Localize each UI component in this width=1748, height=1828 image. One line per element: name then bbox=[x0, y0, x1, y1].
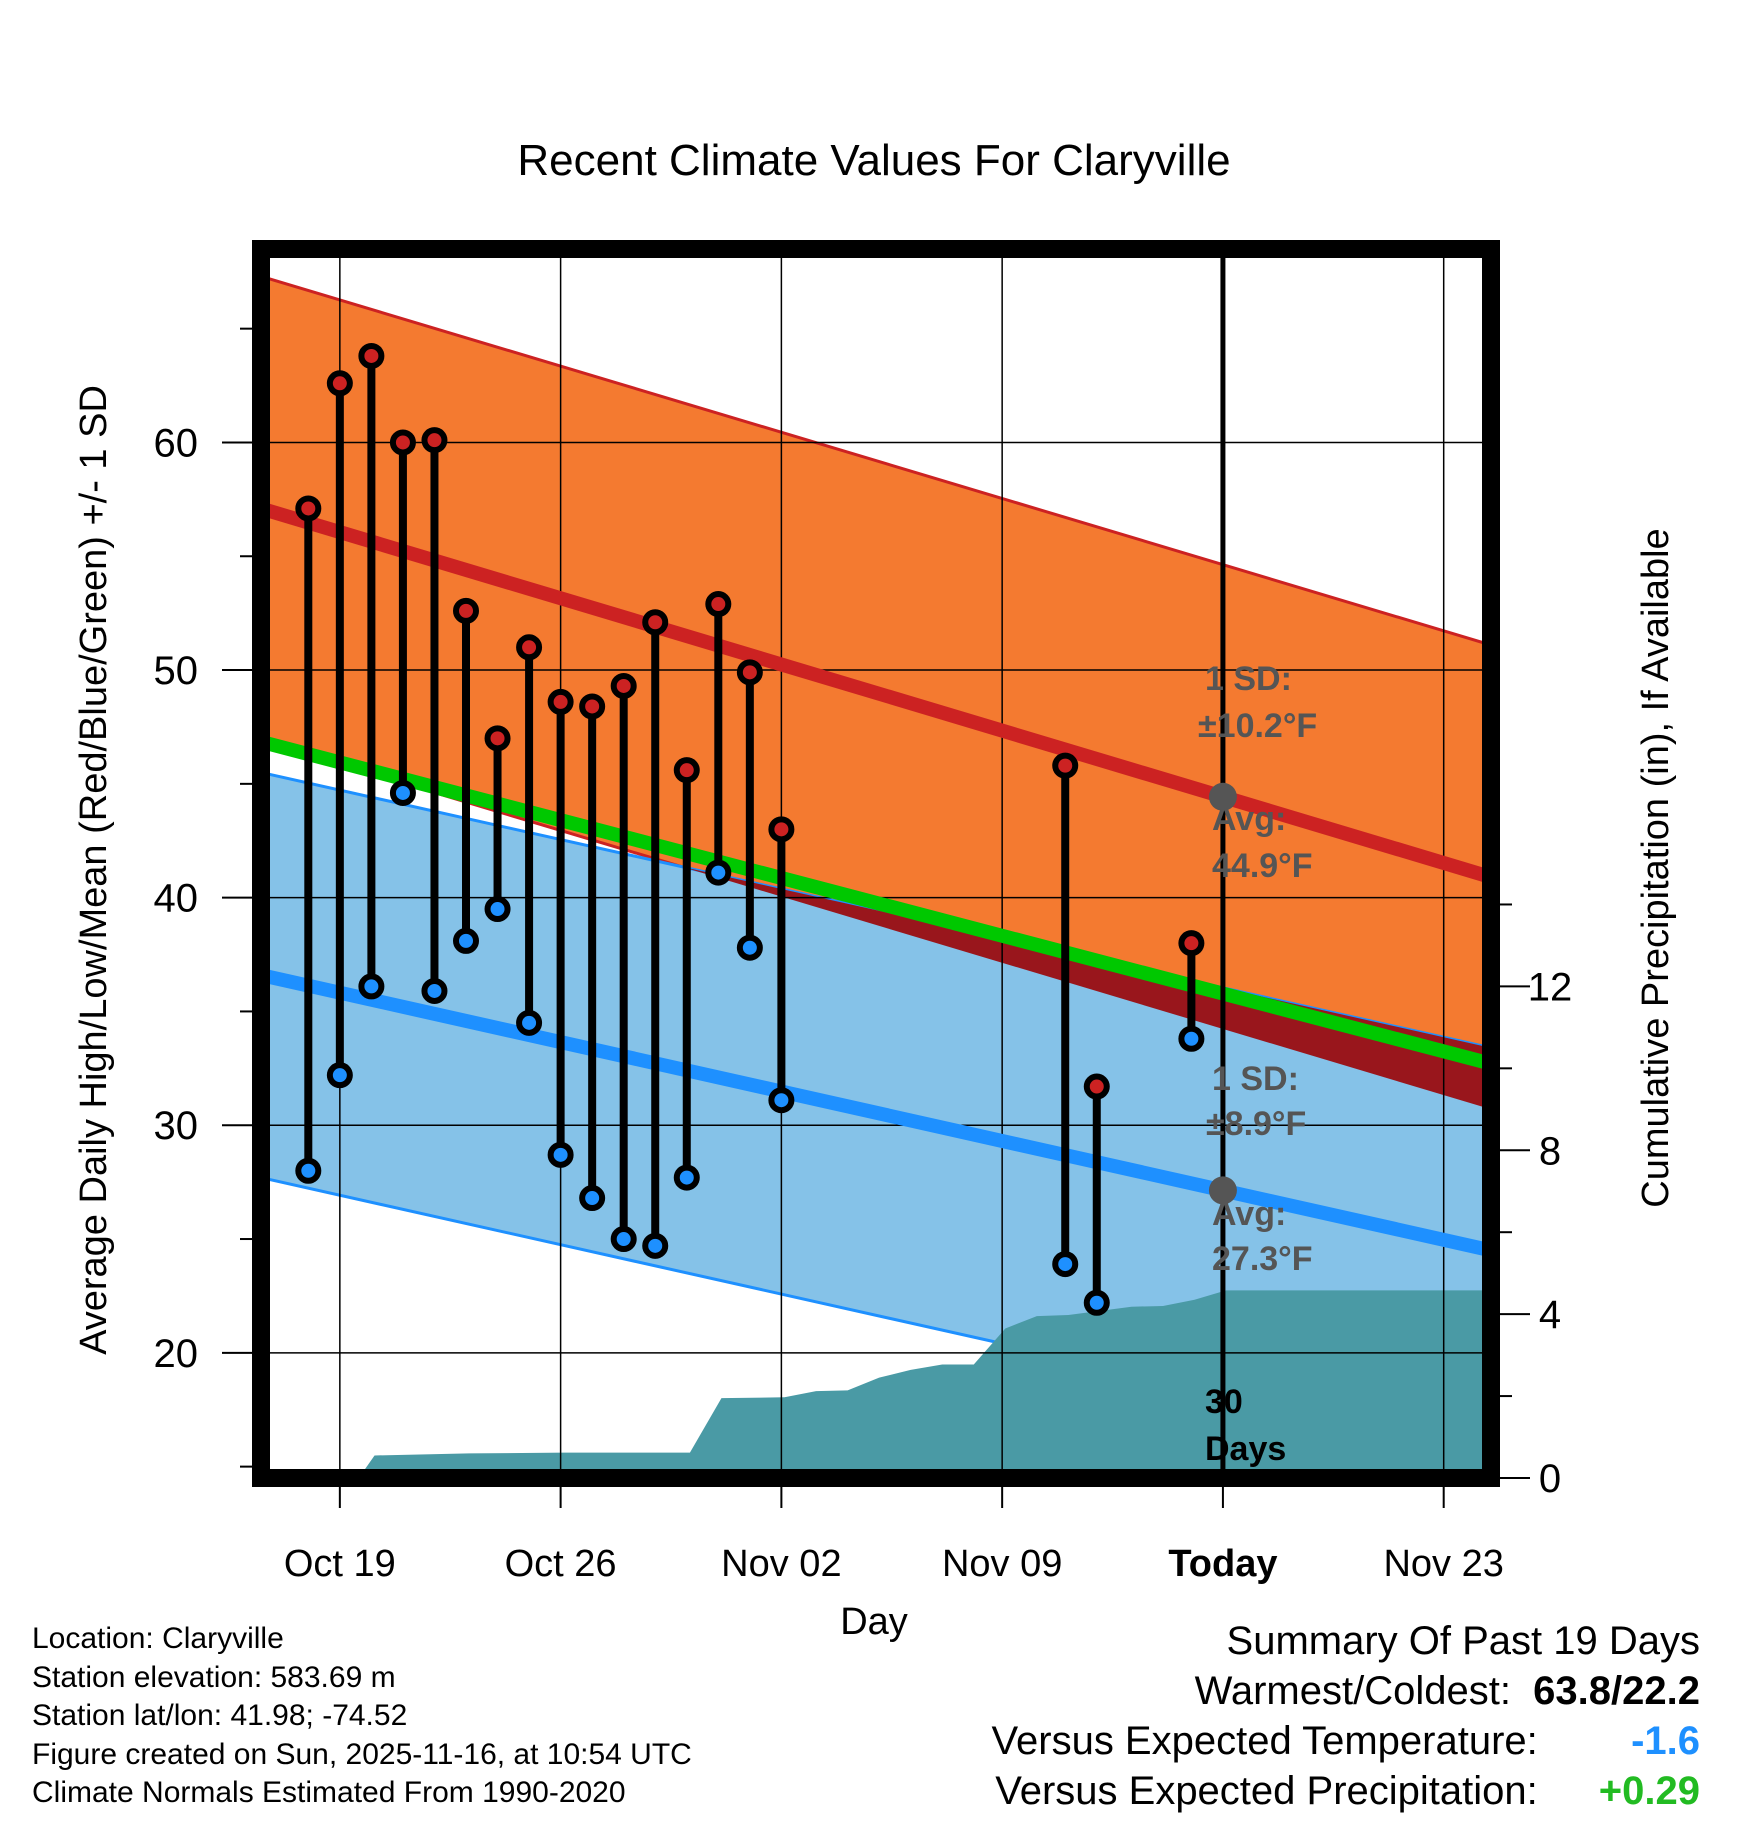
location-text: Location: Claryville bbox=[32, 1622, 284, 1655]
normals-text: Climate Normals Estimated From 1990-2020 bbox=[32, 1776, 626, 1809]
obs-low-point bbox=[547, 1141, 574, 1168]
obs-high-point bbox=[326, 370, 353, 397]
today-low-avg-marker bbox=[1208, 1176, 1237, 1205]
obs-low-point bbox=[295, 1157, 322, 1184]
obs-high-point bbox=[453, 597, 479, 624]
y-right-tick-label: 0 bbox=[1539, 1457, 1561, 1501]
y-tick-label: 30 bbox=[154, 1104, 199, 1148]
low-average-line bbox=[259, 968, 1493, 1258]
obs-high-point bbox=[1052, 752, 1079, 779]
station-info: Location: Claryville Station elevation: … bbox=[32, 1620, 692, 1813]
temp-value: -1.6 bbox=[1631, 1719, 1700, 1763]
x-tick-label: Oct 19 bbox=[284, 1543, 396, 1585]
y-axis-label-right: Cumulative Precipitation (in), If Availa… bbox=[1635, 528, 1677, 1207]
obs-low-point bbox=[358, 973, 385, 1000]
days-count: 30 bbox=[1205, 1383, 1243, 1421]
low-avg-label: Avg: bbox=[1212, 1195, 1286, 1233]
summary-title: Summary Of Past 19 Days bbox=[1226, 1619, 1700, 1663]
high-average-line bbox=[258, 501, 1494, 884]
obs-low-point bbox=[579, 1185, 606, 1212]
obs-high-point bbox=[421, 427, 448, 454]
obs-high-point bbox=[610, 672, 637, 699]
created-text: Figure created on Sun, 2025-11-16, at 10… bbox=[32, 1737, 692, 1771]
y-tick-label: 40 bbox=[154, 877, 199, 921]
x-tick-label: Oct 26 bbox=[505, 1543, 617, 1585]
obs-low-point bbox=[1178, 1025, 1205, 1052]
obs-high-point bbox=[1178, 930, 1205, 957]
obs-low-point bbox=[326, 1062, 353, 1089]
warm-cold-label: Warmest/Coldest: bbox=[1194, 1669, 1511, 1713]
days-label: Days bbox=[1205, 1430, 1286, 1468]
summary-precip: Versus Expected Precipitation: +0.29 bbox=[992, 1766, 1700, 1816]
obs-low-point bbox=[516, 1009, 543, 1036]
overlap-band bbox=[681, 866, 1491, 1110]
precip-value: +0.29 bbox=[1598, 1769, 1700, 1813]
obs-low-point bbox=[389, 779, 416, 806]
summary-warm-cold: Warmest/Coldest: 63.8/22.2 bbox=[992, 1666, 1700, 1716]
low-avg-value: 27.3°F bbox=[1212, 1240, 1313, 1278]
x-axis-label: Day bbox=[840, 1601, 908, 1643]
precip-label: Versus Expected Precipitation: bbox=[995, 1769, 1538, 1813]
obs-low-point bbox=[1083, 1289, 1110, 1316]
low-sd-value: ±8.9°F bbox=[1206, 1105, 1306, 1143]
obs-high-point bbox=[642, 609, 669, 636]
obs-high-point bbox=[516, 634, 543, 661]
plot-frame bbox=[252, 240, 1500, 1487]
obs-low-point bbox=[768, 1087, 795, 1114]
obs-high-point bbox=[1083, 1073, 1110, 1100]
obs-low-point bbox=[736, 934, 763, 961]
temp-label: Versus Expected Temperature: bbox=[991, 1719, 1538, 1763]
obs-low-point bbox=[453, 927, 479, 954]
summary-temp: Versus Expected Temperature: -1.6 bbox=[992, 1716, 1700, 1766]
obs-low-point bbox=[610, 1226, 637, 1253]
y-right-tick-label: 4 bbox=[1539, 1293, 1561, 1337]
y-right-tick-label: 12 bbox=[1528, 965, 1573, 1009]
high-sd-label: 1 SD: bbox=[1205, 660, 1292, 698]
today-high-avg-marker bbox=[1208, 782, 1237, 811]
summary-panel: Summary Of Past 19 Days Warmest/Coldest:… bbox=[992, 1616, 1700, 1816]
obs-high-point bbox=[673, 757, 700, 784]
observations bbox=[295, 342, 1205, 1316]
y-right-tick-label: 8 bbox=[1539, 1129, 1561, 1173]
obs-low-point bbox=[673, 1164, 700, 1191]
obs-low-point bbox=[484, 896, 511, 923]
obs-low-point bbox=[642, 1232, 669, 1259]
chart-title: Recent Climate Values For Claryville bbox=[517, 136, 1230, 185]
obs-high-point bbox=[547, 688, 574, 715]
y-tick-label: 60 bbox=[154, 421, 199, 465]
obs-low-point bbox=[705, 859, 732, 886]
axis-ticks bbox=[222, 327, 1530, 1508]
obs-low-point bbox=[1052, 1251, 1079, 1278]
x-tick-label: Nov 09 bbox=[942, 1543, 1062, 1585]
obs-high-point bbox=[484, 725, 511, 752]
obs-high-point bbox=[736, 659, 763, 686]
obs-high-point bbox=[295, 495, 322, 522]
obs-high-point bbox=[579, 693, 606, 720]
obs-high-point bbox=[389, 429, 416, 456]
obs-high-point bbox=[358, 342, 385, 369]
high-avg-label: Avg: bbox=[1212, 800, 1286, 838]
high-avg-value: 44.9°F bbox=[1212, 847, 1313, 885]
latlon-text: Station lat/lon: 41.98; -74.52 bbox=[32, 1699, 408, 1732]
x-tick-label: Nov 23 bbox=[1383, 1543, 1503, 1585]
elevation-text: Station elevation: 583.69 m bbox=[32, 1660, 396, 1694]
x-tick-label: Today bbox=[1168, 1543, 1277, 1585]
cumulative-precipitation-area bbox=[261, 1290, 1491, 1478]
y-tick-label: 50 bbox=[154, 649, 199, 693]
x-tick-label: Nov 02 bbox=[721, 1543, 841, 1585]
plot-area: 1 SD: ±10.2°F Avg: 44.9°F 1 SD: ±8.9°F A… bbox=[252, 240, 1500, 1487]
low-sd-label: 1 SD: bbox=[1212, 1060, 1299, 1098]
obs-high-point bbox=[705, 591, 732, 618]
high-sd-value: ±10.2°F bbox=[1198, 707, 1317, 745]
obs-high-point bbox=[768, 816, 795, 843]
y-tick-label: 20 bbox=[154, 1332, 199, 1376]
y-axis-label-left: Average Daily High/Low/Mean (Red/Blue/Gr… bbox=[73, 385, 115, 1355]
obs-low-point bbox=[421, 977, 448, 1004]
warm-cold-value: 63.8/22.2 bbox=[1533, 1669, 1700, 1713]
